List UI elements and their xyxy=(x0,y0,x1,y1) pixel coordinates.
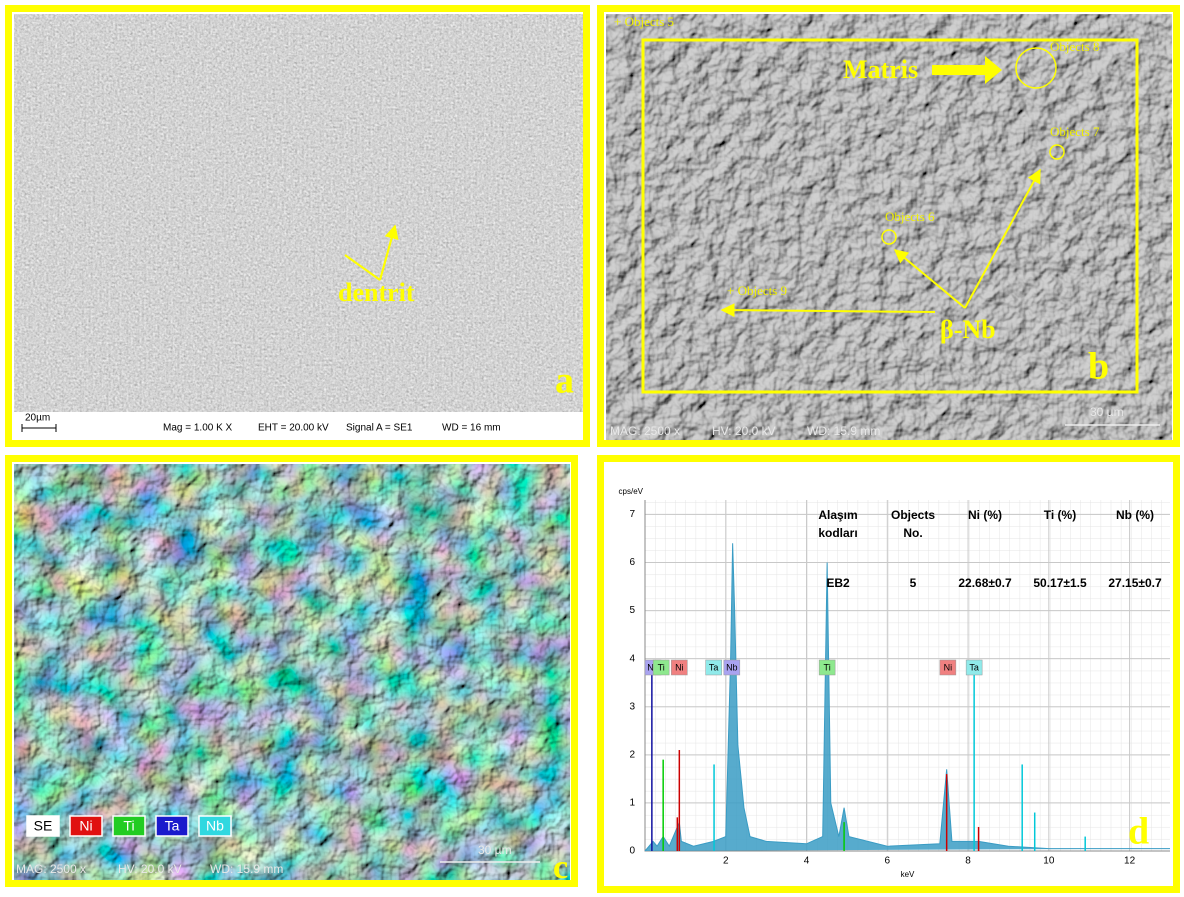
element-label: Ni xyxy=(675,662,684,672)
legend-label: Ti xyxy=(123,818,134,834)
info-text: Mag = 1.00 K X xyxy=(163,423,233,434)
info-text: MAG: 2500 x xyxy=(16,862,86,876)
element-label: Ti xyxy=(658,662,665,672)
table-cell: EB2 xyxy=(826,576,850,590)
y-tick-label: 1 xyxy=(629,798,635,809)
y-tick-label: 6 xyxy=(629,557,635,568)
table-header: Alaşım xyxy=(818,508,857,522)
element-label: Ni xyxy=(944,662,953,672)
panel-b: + Objects 5 Objects 8 Objects 7 Objects … xyxy=(601,9,1177,444)
table-header: Ni (%) xyxy=(968,508,1002,522)
annotation: β-Nb xyxy=(940,315,996,344)
info-text: WD: 15.9 mm xyxy=(807,424,880,438)
legend-label: Ni xyxy=(79,818,92,834)
y-tick-label: 2 xyxy=(629,749,635,760)
info-text: MAG: 2500 x xyxy=(610,424,680,438)
legend-label: Ta xyxy=(165,818,180,834)
info-text: HV: 20.0 kV xyxy=(712,424,776,438)
info-text: EHT = 20.00 kV xyxy=(258,423,329,434)
x-tick-label: 8 xyxy=(965,856,971,867)
x-tick-label: 6 xyxy=(885,856,891,867)
table-header: Objects xyxy=(891,508,935,522)
annotation: dentrit xyxy=(338,278,415,307)
object-label: Objects 6 xyxy=(885,209,935,224)
legend-label: SE xyxy=(34,818,53,834)
panel-d: 0123456724681012cps/eVkeVNbTiNiTaNbTiNiT… xyxy=(601,459,1177,890)
info-text: WD = 16 mm xyxy=(442,423,501,434)
info-text: WD: 15.9 mm xyxy=(210,862,283,876)
x-axis-label: keV xyxy=(901,870,915,879)
panel-label: d xyxy=(1128,811,1149,853)
object-label: Objects 7 xyxy=(1050,124,1100,139)
y-tick-label: 0 xyxy=(629,846,635,857)
y-tick-label: 5 xyxy=(629,605,635,616)
info-text: HV: 20.0 kV xyxy=(118,862,182,876)
table-header: Ti (%) xyxy=(1044,508,1076,522)
y-axis-label: cps/eV xyxy=(619,487,644,496)
panel-label: a xyxy=(555,360,574,402)
element-label: Nb xyxy=(726,662,738,672)
scale-bar-label: 30 µm xyxy=(478,843,512,857)
element-label: Ta xyxy=(969,662,979,672)
table-cell: 27.15±0.7 xyxy=(1108,576,1162,590)
object-label: + Objects 9 xyxy=(727,283,787,298)
table-header: No. xyxy=(903,526,922,540)
y-tick-label: 7 xyxy=(629,509,635,520)
panel-label: b xyxy=(1088,346,1109,388)
object-label: + Objects 5 xyxy=(614,14,674,29)
x-tick-label: 12 xyxy=(1124,856,1136,867)
table-cell: 50.17±1.5 xyxy=(1033,576,1087,590)
x-tick-label: 4 xyxy=(804,856,810,867)
scale-bar-label: 20µm xyxy=(25,413,50,424)
element-label: Ta xyxy=(709,662,719,672)
element-label: Ti xyxy=(824,662,831,672)
panel-a: 20µm Mag = 1.00 K X EHT = 20.00 kV Signa… xyxy=(9,9,587,444)
table-cell: 5 xyxy=(910,576,917,590)
object-label: Objects 8 xyxy=(1050,39,1099,54)
panel-c: MAG: 2500 x HV: 20.0 kV WD: 15.9 mm 30 µ… xyxy=(9,459,575,886)
scale-bar-label: 30 µm xyxy=(1090,405,1124,419)
panel-label: c xyxy=(553,849,568,886)
sem-image xyxy=(14,14,583,412)
table-header: kodları xyxy=(818,526,857,540)
table-header: Nb (%) xyxy=(1116,508,1154,522)
annotation: Matris xyxy=(843,55,918,84)
y-tick-label: 3 xyxy=(629,701,635,712)
info-text: Signal A = SE1 xyxy=(346,423,413,434)
legend-label: Nb xyxy=(206,818,224,834)
x-tick-label: 10 xyxy=(1043,856,1055,867)
figure: 20µm Mag = 1.00 K X EHT = 20.00 kV Signa… xyxy=(0,0,1184,897)
x-tick-label: 2 xyxy=(723,856,729,867)
y-tick-label: 4 xyxy=(629,653,635,664)
minor-grid xyxy=(645,500,1170,851)
table-cell: 22.68±0.7 xyxy=(958,576,1012,590)
